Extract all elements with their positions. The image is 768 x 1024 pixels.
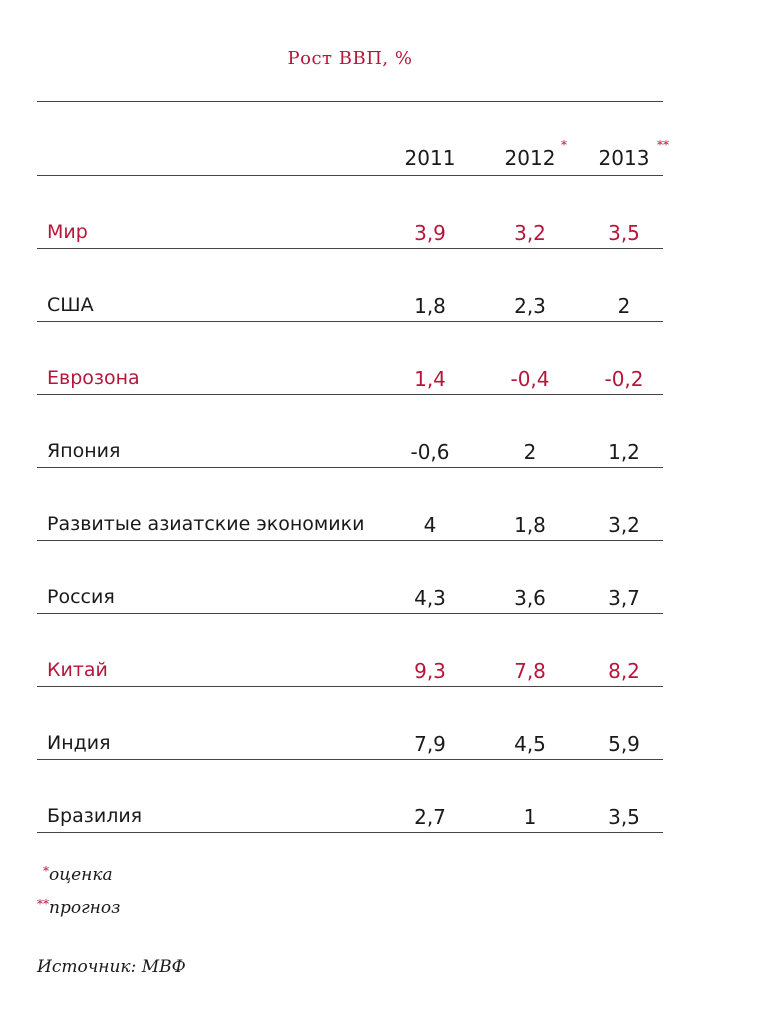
value-cell-2012: 3,2 <box>514 221 546 245</box>
footnotes: *оценка **прогноз <box>37 860 120 926</box>
footnote-forecast: **прогноз <box>37 897 121 918</box>
value-cell-2013: 2 <box>617 294 631 318</box>
value-cell-2012: 7,8 <box>514 659 546 683</box>
row-rule <box>37 686 663 687</box>
column-header-2011: 2011 <box>404 146 456 170</box>
value-cell-2011: 7,9 <box>414 732 446 756</box>
footnote-estimate: *оценка <box>43 864 113 885</box>
value-cell-2013: -0,2 <box>604 367 644 391</box>
row-rule <box>37 321 663 322</box>
row-label: США <box>47 294 94 316</box>
table-row: Мир 3,9 3,2 3,5 <box>37 176 663 248</box>
value-cell-2013: 3,7 <box>608 586 640 610</box>
table-body: Мир 3,9 3,2 3,5 США 1,8 2,3 2 Еврозона 1,4 -0,4 -0,… <box>37 176 663 833</box>
value-cell-2011: 1,8 <box>414 294 446 318</box>
column-header-2012: 2012 * <box>504 138 567 170</box>
value-cell-2011: 2,7 <box>414 805 446 829</box>
header-rule <box>37 175 663 176</box>
table-row: Россия 4,3 3,6 3,7 <box>37 541 663 613</box>
row-rule <box>37 394 663 395</box>
value-cell-2012: 3,6 <box>514 586 546 610</box>
forecast-mark: ** <box>657 138 669 152</box>
row-rule <box>37 467 663 468</box>
row-label: Индия <box>47 732 111 754</box>
header-row: 2011 2012 * 2013 ** <box>37 102 669 175</box>
row-rule <box>37 613 663 614</box>
table-row: Япония -0,6 2 1,2 <box>37 395 663 467</box>
table-row: Индия 7,9 4,5 5,9 <box>37 687 663 759</box>
value-cell-2013: 3,5 <box>608 221 640 245</box>
row-label: Япония <box>47 440 121 462</box>
value-cell-2011: -0,6 <box>410 440 450 464</box>
value-cell-2011: 4,3 <box>414 586 446 610</box>
value-cell-2012: -0,4 <box>510 367 550 391</box>
table-row: США 1,8 2,3 2 <box>37 249 663 321</box>
table-row: Бразилия 2,7 1 3,5 <box>37 760 663 832</box>
row-label: Россия <box>47 586 115 608</box>
row-rule <box>37 248 663 249</box>
value-cell-2012: 2,3 <box>514 294 546 318</box>
row-label: Бразилия <box>47 805 143 827</box>
row-label: Еврозона <box>47 367 140 389</box>
row-label: Китай <box>47 659 108 681</box>
column-header-2013: 2013 ** <box>598 138 669 170</box>
row-rule <box>37 832 663 833</box>
table-title: Рост ВВП, % <box>287 48 413 69</box>
source-note: Источник: МВФ <box>37 957 186 977</box>
value-cell-2011: 3,9 <box>414 221 446 245</box>
value-cell-2012: 2 <box>523 440 537 464</box>
value-cell-2013: 3,5 <box>608 805 640 829</box>
value-cell-2013: 1,2 <box>608 440 640 464</box>
value-cell-2012: 1,8 <box>514 513 546 537</box>
row-rule <box>37 540 663 541</box>
value-cell-2012: 1 <box>523 805 537 829</box>
row-rule <box>37 759 663 760</box>
table-row: Развитые азиатские экономики 4 1,8 3,2 <box>37 468 663 540</box>
gdp-growth-table: 2011 2012 * 2013 ** Мир 3,9 3,2 3,5 США 1,8 2,3 2… <box>37 101 669 833</box>
value-cell-2013: 8,2 <box>608 659 640 683</box>
value-cell-2013: 5,9 <box>608 732 640 756</box>
table-row: Еврозона 1,4 -0,4 -0,2 <box>37 322 663 394</box>
top-rule <box>37 101 663 102</box>
value-cell-2011: 9,3 <box>414 659 446 683</box>
estimate-mark: * <box>561 138 567 152</box>
value-cell-2012: 4,5 <box>514 732 546 756</box>
row-label: Мир <box>47 221 88 243</box>
row-label: Развитые азиатские экономики <box>47 513 365 535</box>
value-cell-2013: 3,2 <box>608 513 640 537</box>
value-cell-2011: 1,4 <box>414 367 446 391</box>
table-row: Китай 9,3 7,8 8,2 <box>37 614 663 686</box>
value-cell-2011: 4 <box>423 513 437 537</box>
